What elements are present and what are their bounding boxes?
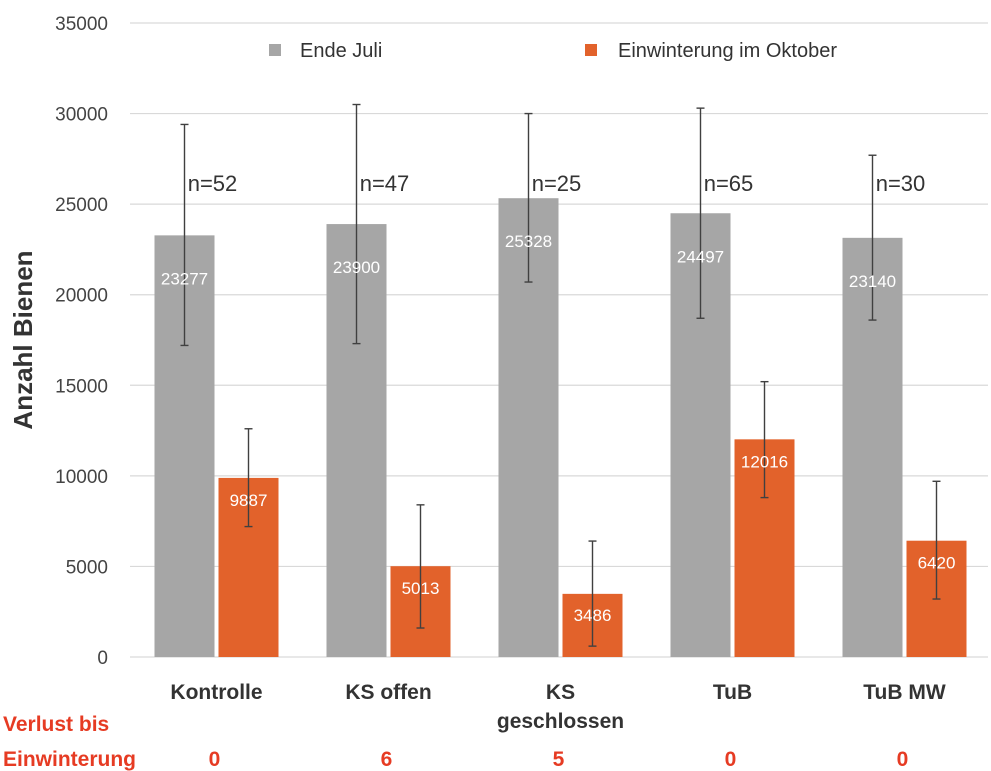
loss-row: 0 6 5 0 0 Verlust bis Einwinterung bbox=[3, 713, 908, 771]
loss-value: 6 bbox=[381, 748, 393, 771]
y-tick-label: 30000 bbox=[55, 105, 108, 126]
y-tick-label: 5000 bbox=[66, 557, 108, 578]
bars bbox=[154, 198, 967, 658]
data-label: 9887 bbox=[230, 491, 268, 510]
y-tick-label: 35000 bbox=[55, 14, 108, 35]
sample-size-label: n=30 bbox=[876, 171, 926, 196]
legend-label: Ende Juli bbox=[300, 40, 382, 62]
data-label: 24497 bbox=[677, 247, 724, 266]
x-axis-categories: Kontrolle KS offen KS geschlossen TuB TuB MW bbox=[170, 681, 945, 733]
data-label: 23140 bbox=[849, 272, 896, 291]
y-tick-label: 25000 bbox=[55, 195, 108, 216]
y-tick-label: 0 bbox=[97, 648, 108, 669]
data-label: 6420 bbox=[918, 554, 956, 573]
data-label: 25328 bbox=[505, 232, 552, 251]
data-label: 3486 bbox=[574, 606, 612, 625]
loss-value: 0 bbox=[725, 748, 737, 771]
legend-label: Einwinterung im Oktober bbox=[618, 40, 837, 62]
y-axis-label: Anzahl Bienen bbox=[8, 250, 38, 429]
loss-value: 0 bbox=[209, 748, 221, 771]
category-label: Kontrolle bbox=[170, 681, 262, 704]
category-label: geschlossen bbox=[497, 710, 624, 733]
data-label: 23277 bbox=[161, 269, 208, 288]
legend-swatch bbox=[269, 44, 281, 56]
category-label: TuB bbox=[713, 681, 752, 704]
y-tick-label: 20000 bbox=[55, 286, 108, 307]
error-bars bbox=[180, 103, 941, 647]
category-label: KS bbox=[546, 681, 575, 704]
legend-swatch bbox=[585, 44, 597, 56]
loss-value: 5 bbox=[553, 748, 565, 771]
legend: Ende Juli Einwinterung im Oktober bbox=[269, 40, 837, 62]
sample-size-label: n=47 bbox=[360, 171, 410, 196]
y-tick-label: 15000 bbox=[55, 376, 108, 397]
y-tick-label: 10000 bbox=[55, 467, 108, 488]
data-label: 12016 bbox=[741, 452, 788, 471]
sample-size-label: n=65 bbox=[704, 171, 754, 196]
y-axis-ticks: 0 5000 10000 15000 20000 25000 30000 35000 bbox=[55, 14, 108, 669]
value-labels: 23277 9887 23900 5013 25328 3486 24497 12016 231… bbox=[161, 232, 956, 625]
data-label: 5013 bbox=[402, 579, 440, 598]
data-label: 23900 bbox=[333, 258, 380, 277]
loss-value: 0 bbox=[897, 748, 909, 771]
loss-row-title: Einwinterung bbox=[3, 748, 136, 771]
category-label: TuB MW bbox=[863, 681, 946, 704]
loss-row-title: Verlust bis bbox=[3, 713, 109, 736]
sample-size-label: n=52 bbox=[188, 171, 238, 196]
sample-size-label: n=25 bbox=[532, 171, 582, 196]
category-label: KS offen bbox=[345, 681, 431, 704]
sample-size-labels: n=52 n=47 n=25 n=65 n=30 bbox=[188, 171, 926, 196]
